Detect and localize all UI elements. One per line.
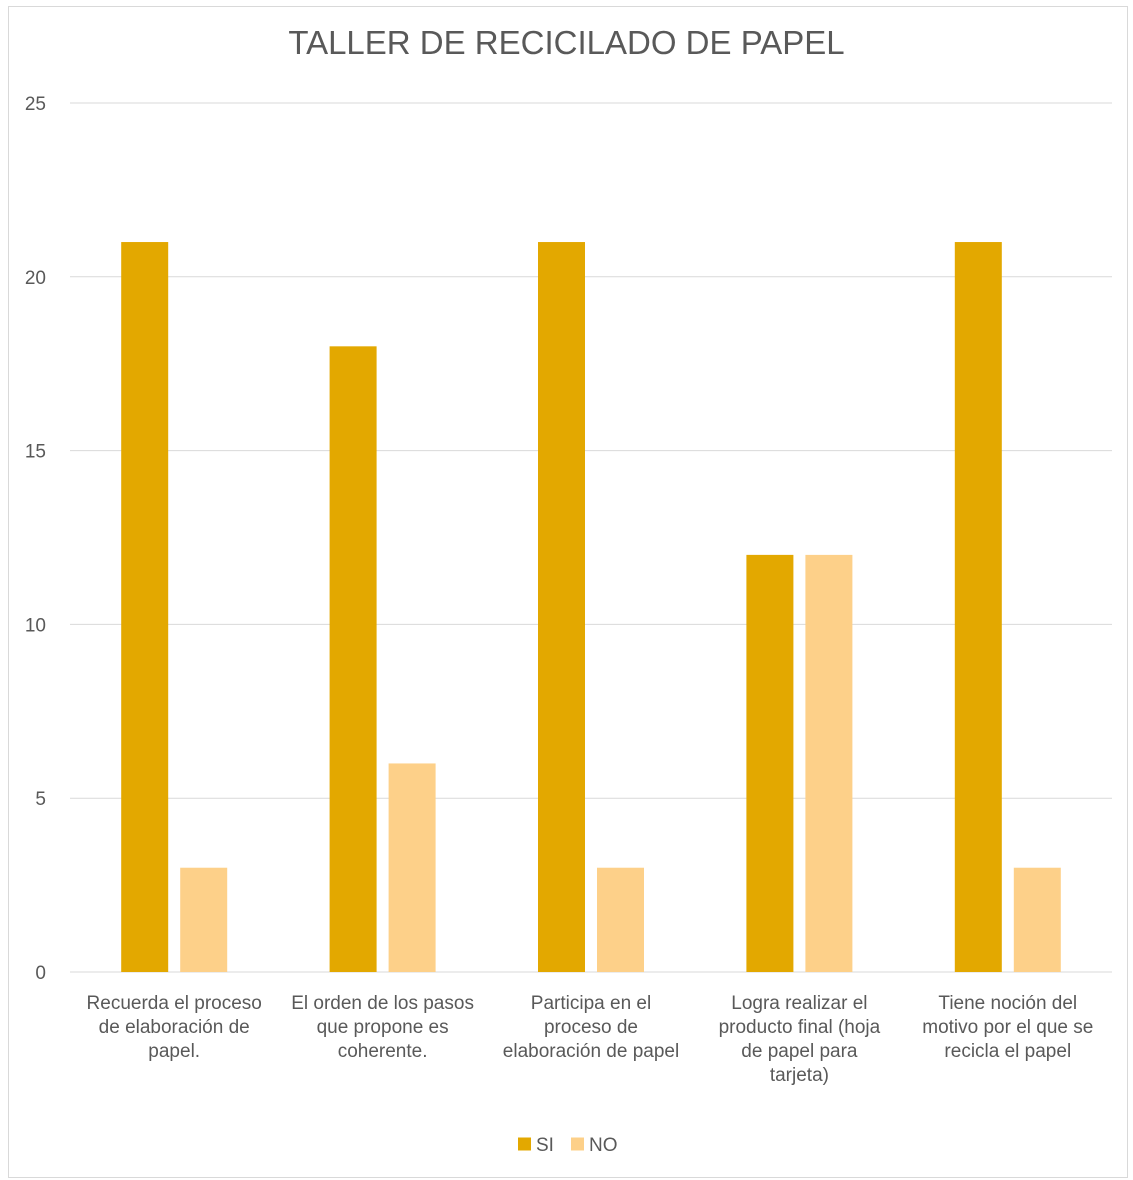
bar-no: [597, 867, 644, 972]
legend-swatch-no: [571, 1137, 584, 1151]
x-category-label: Tiene noción del motivo por el que se reci…: [922, 993, 1093, 1062]
bar-no: [805, 554, 853, 972]
bar-si: [121, 242, 169, 973]
y-tick-label: 0: [35, 963, 46, 984]
legend-swatch-si: [518, 1137, 531, 1151]
bar-no: [388, 763, 436, 972]
y-tick-label: 25: [25, 94, 46, 115]
legend-label-no: NO: [589, 1135, 618, 1156]
bar-si: [746, 554, 794, 972]
bar-si: [538, 242, 585, 973]
legend-label-si: SI: [536, 1135, 554, 1156]
bar-no: [180, 867, 228, 972]
y-tick-label: 10: [25, 615, 46, 636]
x-category-label: Logra realizar el producto final (hoja de …: [719, 993, 881, 1086]
x-category-label: El orden de los pasos que propone es coher…: [291, 993, 474, 1062]
bar-si: [329, 346, 377, 972]
chart-title: TALLER DE RECICILADO DE PAPEL: [288, 24, 845, 61]
bar-si: [954, 242, 1002, 973]
x-category-label: Recuerda el proceso de elaboración de pape…: [87, 993, 262, 1062]
y-tick-label: 15: [25, 442, 46, 463]
x-category-label: Participa en el proceso de elaboración de …: [503, 993, 679, 1062]
y-tick-label: 5: [35, 789, 46, 810]
y-tick-label: 20: [25, 268, 46, 289]
bar-no: [1013, 867, 1061, 972]
